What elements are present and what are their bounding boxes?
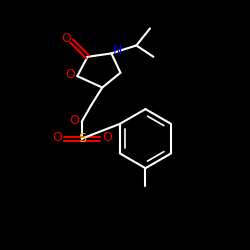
Text: S: S [78,132,86,145]
Text: O: O [61,32,71,45]
Text: O: O [102,131,112,144]
Text: O: O [52,131,62,144]
Text: O: O [66,68,76,82]
Text: N: N [112,44,122,57]
Text: O: O [69,114,79,127]
